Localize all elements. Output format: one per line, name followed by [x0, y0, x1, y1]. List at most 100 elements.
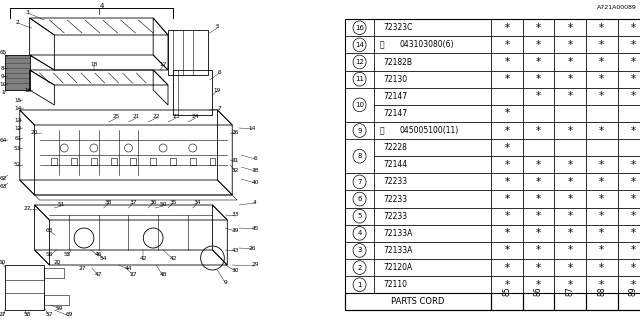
Bar [618, 173, 640, 190]
Text: 36: 36 [150, 199, 157, 204]
Bar [554, 122, 586, 139]
Text: *: * [568, 91, 573, 101]
Bar [491, 259, 523, 276]
Text: 1: 1 [1, 90, 4, 94]
Text: 18: 18 [90, 62, 97, 68]
Bar [618, 276, 640, 293]
Text: *: * [631, 211, 636, 221]
Text: PARTS CORD: PARTS CORD [392, 297, 445, 306]
Text: 24: 24 [192, 115, 200, 119]
Bar [586, 19, 618, 36]
Bar [523, 225, 554, 242]
Bar [586, 139, 618, 156]
Text: 72147: 72147 [383, 92, 408, 101]
Text: 27: 27 [78, 266, 86, 270]
Bar [491, 173, 523, 190]
Bar [491, 242, 523, 259]
Bar [554, 53, 586, 71]
Bar [586, 293, 618, 310]
Text: 6: 6 [253, 156, 257, 161]
Bar [618, 259, 640, 276]
Bar [586, 208, 618, 225]
Bar [586, 53, 618, 71]
Bar [586, 122, 618, 139]
Bar [523, 242, 554, 259]
Text: *: * [568, 40, 573, 50]
Text: 42: 42 [169, 255, 177, 260]
Bar [345, 276, 374, 293]
Text: 2: 2 [16, 20, 20, 25]
Text: *: * [536, 91, 541, 101]
Text: *: * [504, 23, 509, 33]
Bar [345, 122, 374, 139]
Text: *: * [504, 211, 509, 221]
Text: 44: 44 [125, 266, 132, 270]
Text: *: * [631, 194, 636, 204]
Text: 19: 19 [214, 87, 221, 92]
Text: 48: 48 [159, 273, 167, 277]
Text: 35: 35 [169, 199, 177, 204]
Text: 4: 4 [357, 230, 362, 236]
Text: 42: 42 [140, 255, 147, 260]
Text: 46: 46 [95, 252, 102, 258]
Bar [491, 208, 523, 225]
Text: 29: 29 [252, 262, 259, 268]
Text: *: * [599, 245, 604, 255]
Bar [374, 19, 491, 36]
Text: 72133A: 72133A [383, 229, 413, 238]
Text: *: * [631, 23, 636, 33]
Bar [491, 36, 523, 53]
Text: 27: 27 [24, 205, 31, 211]
Text: 38: 38 [105, 199, 113, 204]
Text: 12: 12 [355, 59, 364, 65]
Text: 59: 59 [56, 306, 63, 310]
Text: *: * [504, 57, 509, 67]
Text: 86: 86 [534, 286, 543, 296]
Bar [345, 190, 374, 208]
Text: 27: 27 [130, 273, 137, 277]
Text: 72233: 72233 [383, 212, 408, 221]
Bar [554, 190, 586, 208]
Bar [374, 122, 491, 139]
Text: *: * [631, 228, 636, 238]
Text: 40: 40 [252, 180, 259, 185]
Text: 12: 12 [14, 125, 22, 131]
Text: 16: 16 [355, 25, 364, 31]
Text: 52: 52 [14, 163, 22, 167]
Bar [586, 156, 618, 173]
Text: 87: 87 [566, 286, 575, 296]
Bar [523, 53, 554, 71]
Text: *: * [568, 177, 573, 187]
Bar [618, 190, 640, 208]
Bar [491, 88, 523, 105]
Text: 17: 17 [159, 62, 167, 68]
Text: 45: 45 [252, 226, 259, 230]
Text: 6: 6 [357, 196, 362, 202]
Bar [554, 242, 586, 259]
Bar [618, 53, 640, 71]
Bar [586, 173, 618, 190]
Text: 26: 26 [248, 245, 256, 251]
Text: 21: 21 [132, 115, 140, 119]
Text: 55: 55 [63, 252, 71, 258]
Text: *: * [536, 245, 541, 255]
Text: 72133A: 72133A [383, 246, 413, 255]
Text: 3: 3 [26, 10, 29, 14]
Text: 5: 5 [357, 213, 362, 219]
Bar [586, 225, 618, 242]
Bar [554, 139, 586, 156]
Bar [523, 19, 554, 36]
Bar [491, 105, 523, 122]
Text: 9: 9 [1, 74, 5, 78]
Bar [618, 242, 640, 259]
Bar [554, 173, 586, 190]
Bar [554, 71, 586, 88]
Bar [345, 242, 374, 259]
Text: *: * [504, 245, 509, 255]
Text: 37: 37 [130, 199, 137, 204]
Bar [345, 71, 374, 88]
Text: 54: 54 [100, 255, 108, 260]
Text: *: * [536, 57, 541, 67]
Text: 72233: 72233 [383, 195, 408, 204]
Text: 27: 27 [0, 313, 6, 317]
